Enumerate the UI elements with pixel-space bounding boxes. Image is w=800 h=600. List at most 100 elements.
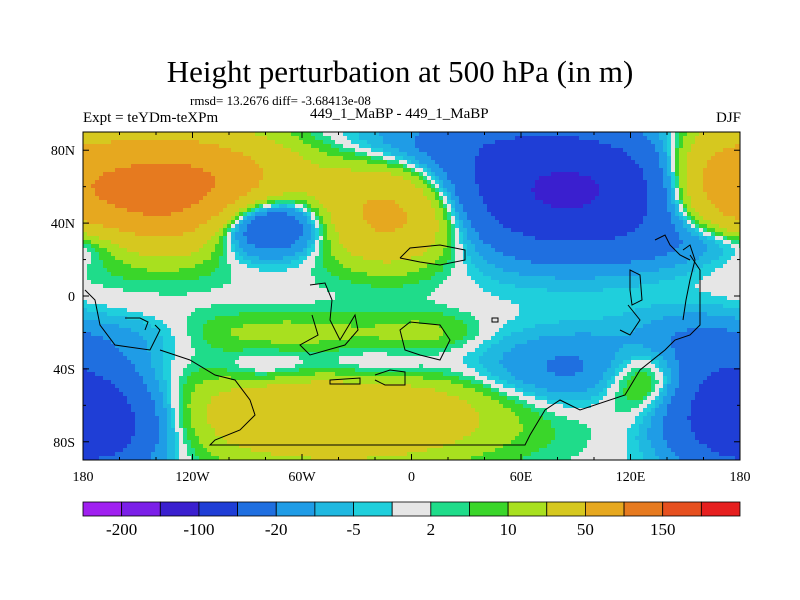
field-cell <box>291 224 296 229</box>
field-cell <box>411 188 416 193</box>
field-cell <box>175 248 180 253</box>
field-cell <box>291 132 296 137</box>
field-cell <box>211 148 216 153</box>
field-cell <box>131 196 136 201</box>
field-cell <box>475 144 480 149</box>
field-cell <box>379 240 384 245</box>
field-cell <box>407 224 412 229</box>
field-cell <box>679 176 684 181</box>
field-cell <box>311 244 316 249</box>
field-cell <box>191 148 196 153</box>
field-cell <box>663 180 668 185</box>
field-cell <box>439 156 444 161</box>
field-cell <box>95 208 100 213</box>
field-cell <box>123 160 128 165</box>
field-cell <box>735 132 740 137</box>
field-cell <box>231 232 236 237</box>
field-cell <box>611 188 616 193</box>
field-cell <box>107 176 112 181</box>
field-cell <box>435 208 440 213</box>
field-cell <box>711 208 716 213</box>
field-cell <box>239 164 244 169</box>
field-cell <box>303 208 308 213</box>
field-cell <box>491 144 496 149</box>
field-cell <box>467 160 472 165</box>
field-cell <box>651 212 656 217</box>
field-cell <box>639 144 644 149</box>
field-cell <box>131 140 136 145</box>
field-cell <box>623 200 628 205</box>
field-cell <box>411 136 416 141</box>
field-cell <box>671 180 676 185</box>
field-cell <box>655 136 660 141</box>
field-cell <box>671 240 676 245</box>
field-cell <box>439 200 444 205</box>
field-cell <box>367 160 372 165</box>
field-cell <box>523 240 528 245</box>
field-cell <box>527 208 532 213</box>
field-cell <box>223 164 228 169</box>
field-cell <box>115 152 120 157</box>
field-cell <box>687 216 692 221</box>
field-cell <box>495 240 500 245</box>
field-cell <box>711 244 716 249</box>
field-cell <box>551 228 556 233</box>
field-cell <box>679 228 684 233</box>
field-cell <box>195 156 200 161</box>
field-cell <box>87 196 92 201</box>
field-cell <box>735 176 740 181</box>
field-cell <box>295 200 300 205</box>
field-cell <box>87 184 92 189</box>
field-cell <box>355 164 360 169</box>
field-cell <box>535 196 540 201</box>
field-cell <box>435 236 440 241</box>
field-cell <box>259 224 264 229</box>
field-cell <box>459 236 464 241</box>
field-cell <box>83 236 88 241</box>
field-cell <box>699 156 704 161</box>
field-cell <box>495 168 500 173</box>
field-cell <box>291 176 296 181</box>
field-cell <box>203 252 208 257</box>
field-cell <box>487 176 492 181</box>
field-cell <box>363 172 368 177</box>
field-cell <box>163 212 168 217</box>
field-cell <box>727 188 732 193</box>
field-cell <box>235 196 240 201</box>
field-cell <box>647 204 652 209</box>
field-cell <box>295 136 300 141</box>
field-cell <box>239 184 244 189</box>
field-cell <box>127 220 132 225</box>
field-cell <box>651 148 656 153</box>
field-cell <box>687 136 692 141</box>
field-cell <box>423 228 428 233</box>
field-cell <box>535 232 540 237</box>
field-cell <box>163 208 168 213</box>
field-cell <box>243 132 248 137</box>
field-cell <box>675 188 680 193</box>
field-cell <box>223 232 228 237</box>
field-cell <box>507 176 512 181</box>
field-cell <box>727 152 732 157</box>
field-cell <box>723 224 728 229</box>
field-cell <box>695 172 700 177</box>
field-cell <box>599 224 604 229</box>
field-cell <box>511 160 516 165</box>
field-cell <box>647 152 652 157</box>
field-cell <box>355 192 360 197</box>
field-cell <box>447 204 452 209</box>
field-cell <box>507 184 512 189</box>
field-cell <box>231 172 236 177</box>
field-cell <box>479 204 484 209</box>
field-cell <box>731 168 736 173</box>
field-cell <box>259 176 264 181</box>
field-cell <box>127 204 132 209</box>
field-cell <box>411 140 416 145</box>
field-cell <box>283 220 288 225</box>
field-cell <box>471 236 476 241</box>
field-cell <box>455 144 460 149</box>
field-cell <box>499 136 504 141</box>
field-cell <box>611 164 616 169</box>
field-cell <box>371 212 376 217</box>
field-cell <box>135 212 140 217</box>
